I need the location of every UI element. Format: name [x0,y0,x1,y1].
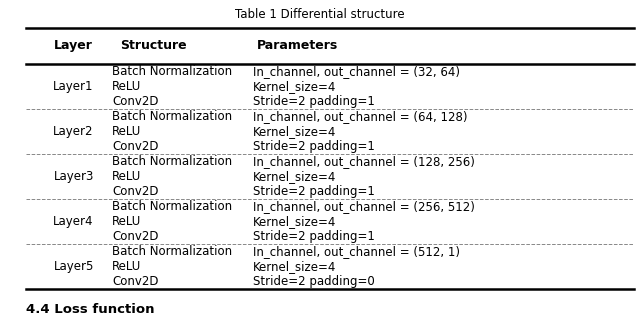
Text: Conv2D: Conv2D [112,140,159,153]
Text: ReLU: ReLU [112,80,141,93]
Text: Parameters: Parameters [257,39,338,52]
Text: Batch Normalization: Batch Normalization [112,155,232,168]
Text: Stride=2 padding=1: Stride=2 padding=1 [253,95,374,108]
Text: Batch Normalization: Batch Normalization [112,65,232,78]
Text: Conv2D: Conv2D [112,275,159,288]
Text: Stride=2 padding=1: Stride=2 padding=1 [253,230,374,243]
Text: Layer3: Layer3 [53,170,94,183]
Text: ReLU: ReLU [112,125,141,138]
Text: Layer2: Layer2 [53,125,94,138]
Text: Batch Normalization: Batch Normalization [112,245,232,258]
Text: Structure: Structure [120,39,187,52]
Text: Table 1 Differential structure: Table 1 Differential structure [235,8,405,21]
Text: In_channel, out_channel = (512, 1): In_channel, out_channel = (512, 1) [253,245,460,258]
Text: Layer4: Layer4 [53,215,94,228]
Text: Conv2D: Conv2D [112,95,159,108]
Text: In_channel, out_channel = (32, 64): In_channel, out_channel = (32, 64) [253,65,460,78]
Text: ReLU: ReLU [112,215,141,228]
Text: Conv2D: Conv2D [112,230,159,243]
Text: In_channel, out_channel = (256, 512): In_channel, out_channel = (256, 512) [253,200,475,213]
Text: Kernel_size=4: Kernel_size=4 [253,170,336,183]
Text: Kernel_size=4: Kernel_size=4 [253,125,336,138]
Text: In_channel, out_channel = (128, 256): In_channel, out_channel = (128, 256) [253,155,475,168]
Text: Stride=2 padding=1: Stride=2 padding=1 [253,185,374,198]
Text: Kernel_size=4: Kernel_size=4 [253,260,336,273]
Text: Kernel_size=4: Kernel_size=4 [253,80,336,93]
Text: Batch Normalization: Batch Normalization [112,110,232,123]
Text: Conv2D: Conv2D [112,185,159,198]
Text: Batch Normalization: Batch Normalization [112,200,232,213]
Text: ReLU: ReLU [112,170,141,183]
Text: Stride=2 padding=1: Stride=2 padding=1 [253,140,374,153]
Text: In_channel, out_channel = (64, 128): In_channel, out_channel = (64, 128) [253,110,467,123]
Text: Layer5: Layer5 [53,260,94,273]
Text: Stride=2 padding=0: Stride=2 padding=0 [253,275,374,288]
Text: Kernel_size=4: Kernel_size=4 [253,215,336,228]
Text: Layer1: Layer1 [53,80,94,93]
Text: Layer: Layer [54,39,93,52]
Text: 4.4 Loss function: 4.4 Loss function [26,302,154,316]
Text: ReLU: ReLU [112,260,141,273]
